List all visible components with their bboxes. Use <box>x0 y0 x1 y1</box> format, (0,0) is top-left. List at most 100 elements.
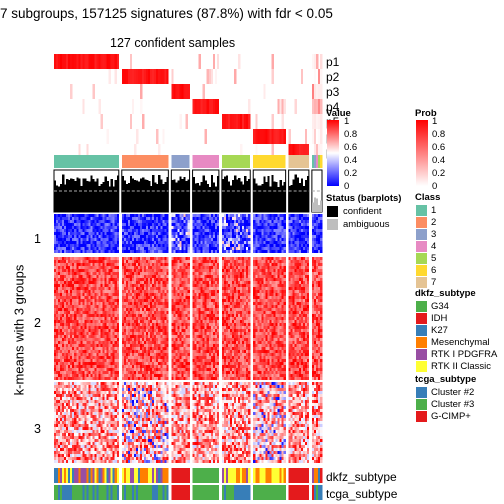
heatmap-cell <box>121 350 125 354</box>
heatmap-cell <box>140 356 143 360</box>
heatmap-cell <box>92 223 95 227</box>
heatmap-cell <box>288 220 291 224</box>
heatmap-cell <box>108 338 111 342</box>
heatmap-cell <box>78 332 81 336</box>
heatmap-cell <box>206 260 210 264</box>
heatmap-cell <box>133 290 137 294</box>
heatmap-cell <box>257 229 260 233</box>
heatmap-cell <box>206 247 210 251</box>
heatmap-cell <box>114 335 118 339</box>
heatmap-cell <box>171 365 174 369</box>
heatmap-cell <box>74 299 77 303</box>
heatmap-cell <box>78 329 81 333</box>
heatmap-cell <box>72 284 75 288</box>
heatmap-cell <box>74 308 77 312</box>
heatmap-cell <box>185 377 188 381</box>
heatmap-cell <box>154 350 157 354</box>
silhouette-bar <box>290 185 293 212</box>
heatmap-cell <box>123 260 127 264</box>
heatmap-cell <box>106 305 109 309</box>
heatmap-cell <box>244 220 247 224</box>
heatmap-cell <box>281 235 284 239</box>
heatmap-cell <box>68 362 71 366</box>
heatmap-cell <box>146 214 149 218</box>
heatmap-cell <box>56 362 59 366</box>
heatmap-cell <box>154 377 157 381</box>
heatmap-cell <box>311 217 315 221</box>
heatmap-cell <box>94 266 97 270</box>
heatmap-cell <box>140 217 143 221</box>
heatmap-cell <box>121 377 125 381</box>
heatmap-cell <box>208 238 212 242</box>
heatmap-cell <box>127 214 131 218</box>
heatmap-cell <box>173 250 176 254</box>
heatmap-cell <box>114 263 118 267</box>
heatmap-cell <box>154 247 157 251</box>
heatmap-cell <box>269 220 272 224</box>
heatmap-cell <box>198 281 201 285</box>
heatmap-cell <box>196 260 199 264</box>
heatmap-cell <box>76 250 79 254</box>
heatmap-cell <box>112 341 116 345</box>
heatmap-cell <box>72 302 75 306</box>
heatmap-cell <box>92 290 95 294</box>
heatmap-cell <box>234 232 237 236</box>
heatmap-cell <box>162 247 165 251</box>
heatmap-cell <box>100 223 103 227</box>
heatmap-cell <box>129 359 133 363</box>
silhouette-bar <box>106 180 109 212</box>
heatmap-cell <box>114 281 118 285</box>
heatmap-cell <box>74 365 77 369</box>
heatmap-cell <box>84 368 87 372</box>
heatmap-cell <box>125 362 129 366</box>
heatmap-cell <box>60 244 63 248</box>
heatmap-cell <box>204 214 208 218</box>
heatmap-cell <box>80 314 83 318</box>
heatmap-cell <box>58 284 61 288</box>
heatmap-cell <box>144 223 147 227</box>
heatmap-cell <box>154 371 157 375</box>
heatmap-cell <box>162 226 165 230</box>
heatmap-cell <box>84 241 87 245</box>
heatmap-cell <box>92 335 95 339</box>
heatmap-cell <box>261 238 264 242</box>
heatmap-cell <box>125 371 129 375</box>
heatmap-cell <box>152 371 155 375</box>
heatmap-cell <box>82 241 85 245</box>
heatmap-cell <box>175 214 178 218</box>
heatmap-cell <box>158 272 161 276</box>
heatmap-cell <box>146 269 149 273</box>
heatmap-cell <box>164 296 167 300</box>
heatmap-cell <box>72 344 75 348</box>
heatmap-cell <box>76 344 79 348</box>
heatmap-cell <box>156 250 159 254</box>
heatmap-cell <box>175 311 178 315</box>
heatmap-cell <box>263 232 266 236</box>
heatmap-cell <box>114 272 118 276</box>
heatmap-cell <box>100 269 103 273</box>
heatmap-cell <box>175 335 178 339</box>
heatmap-cell <box>283 244 286 248</box>
heatmap-cell <box>64 314 67 318</box>
heatmap-cell <box>292 250 296 254</box>
heatmap-cell <box>123 329 127 333</box>
heatmap-cell <box>173 365 176 369</box>
heatmap-cell <box>78 257 81 261</box>
heatmap-cell <box>183 314 186 318</box>
heatmap-cell <box>202 263 206 267</box>
heatmap-cell <box>150 260 153 264</box>
heatmap-cell <box>166 341 169 345</box>
heatmap-cell <box>133 287 137 291</box>
heatmap-cell <box>108 296 111 300</box>
heatmap-cell <box>158 247 161 251</box>
heatmap-cell <box>164 214 167 218</box>
heatmap-cell <box>261 250 264 254</box>
heatmap-cell <box>208 260 212 264</box>
heatmap-cell <box>72 232 75 236</box>
heatmap-cell <box>255 241 258 245</box>
heatmap-cell <box>146 332 149 336</box>
heatmap-cell <box>198 374 201 378</box>
heatmap-cell <box>171 377 174 381</box>
heatmap-cell <box>106 347 109 351</box>
heatmap-cell <box>253 223 256 227</box>
